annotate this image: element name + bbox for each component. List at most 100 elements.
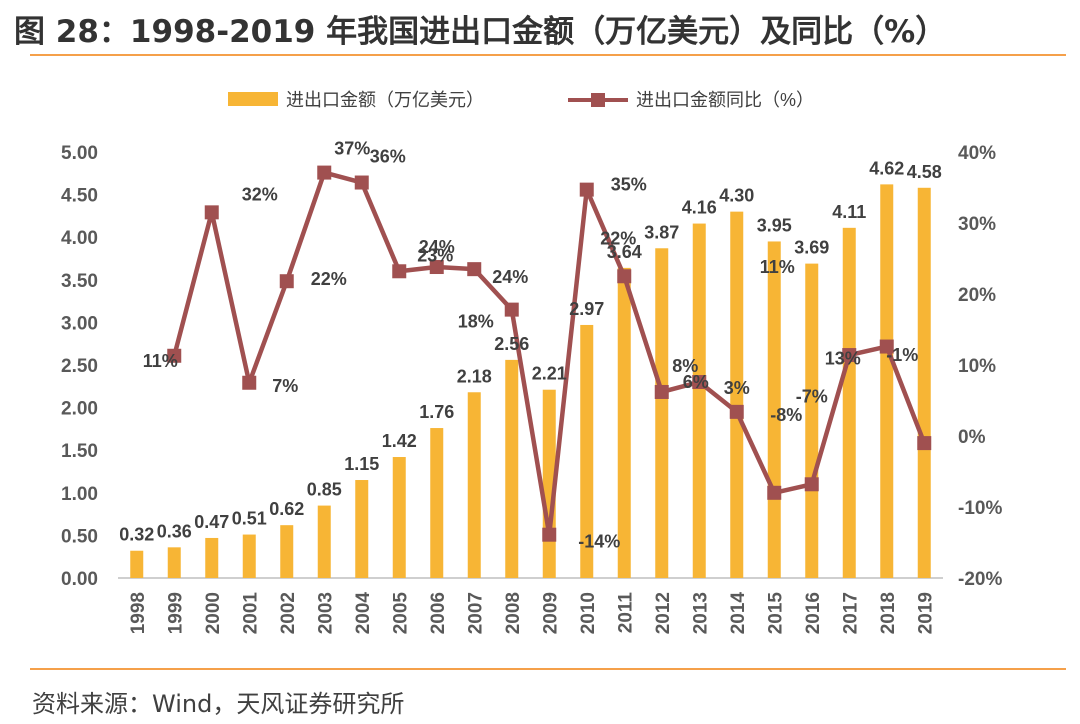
y-right-tick-label: -10%: [958, 498, 1002, 519]
y-left-tick-label: 3.00: [61, 313, 98, 334]
bar-value-label: 0.62: [269, 499, 304, 519]
bar-value-label: 4.30: [719, 186, 754, 206]
x-tick-label: 1999: [165, 592, 186, 634]
line-marker: [167, 348, 182, 363]
line-value-label: 13%: [825, 349, 861, 369]
line-marker: [729, 404, 744, 419]
x-tick-label: 2016: [803, 592, 824, 634]
bar: [805, 263, 819, 578]
line-marker: [842, 348, 857, 363]
line-marker: [204, 205, 219, 220]
line-marker: [767, 485, 782, 500]
bar: [355, 480, 369, 578]
bar-value-label: 3.87: [644, 222, 679, 242]
line-value-label: 11%: [760, 257, 795, 277]
y-right-tick-label: 0%: [958, 427, 986, 448]
x-tick-label: 2006: [428, 592, 449, 634]
bar: [580, 324, 594, 578]
line-value-label: -7%: [796, 386, 828, 406]
line-value-label: 6%: [683, 372, 709, 392]
y-left-tick-label: 3.50: [61, 271, 98, 292]
bar: [917, 187, 931, 578]
line-value-label: 24%: [492, 267, 528, 287]
y-left-tick-label: 5.00: [61, 143, 98, 164]
y-left-tick-label: 4.00: [61, 228, 98, 249]
bar-value-label: 1.42: [382, 431, 417, 451]
line-marker: [542, 527, 557, 542]
bar: [130, 550, 144, 578]
line-value-label: 22%: [600, 228, 636, 248]
line-value-label: -1%: [886, 345, 918, 365]
line-marker: [467, 262, 482, 277]
x-tick-label: 2008: [503, 592, 524, 634]
y-left-tick-label: 1.00: [61, 484, 98, 505]
x-tick-label: 2003: [315, 592, 336, 634]
line-value-label: 11%: [143, 351, 178, 371]
line-value-label: 37%: [334, 139, 370, 159]
legend-label-bar: 进出口金额（万亿美元）: [286, 90, 484, 110]
line-marker: [879, 339, 894, 354]
footer-divider: [30, 668, 1066, 670]
x-tick-label: 2002: [278, 592, 299, 634]
line-value-label: -14%: [578, 532, 620, 552]
line-value-label: 32%: [242, 184, 278, 204]
bar-value-label: 1.76: [419, 402, 454, 422]
bar-value-label: 3.69: [794, 238, 829, 258]
line-marker: [804, 477, 819, 492]
x-tick-label: 2004: [353, 592, 374, 635]
line-value-label: 22%: [311, 269, 347, 289]
bar: [167, 547, 181, 578]
x-tick-label: 2001: [240, 592, 261, 635]
x-tick-label: 2010: [578, 592, 599, 634]
x-tick-label: 2018: [878, 592, 899, 634]
line-marker: [654, 384, 669, 399]
line-value-label: 7%: [272, 376, 298, 396]
legend-swatch-marker: [591, 93, 605, 107]
bar-value-label: 0.85: [307, 480, 342, 500]
y-left-tick-label: 1.50: [61, 441, 98, 462]
y-right-tick-label: 20%: [958, 285, 996, 306]
line-marker: [617, 269, 632, 284]
bar-value-label: 0.36: [157, 521, 192, 541]
bar-series: [130, 184, 931, 578]
x-tick-label: 2013: [690, 592, 711, 634]
x-tick-label: 2011: [615, 592, 636, 634]
line-value-label: 36%: [370, 147, 406, 167]
x-tick-label: 1998: [128, 592, 149, 634]
line-marker: [429, 260, 444, 275]
bar: [842, 227, 856, 578]
line-marker: [317, 165, 332, 180]
bar-value-label: 4.11: [832, 202, 866, 222]
x-tick-label: 2000: [203, 592, 224, 634]
legend-swatch-bar: [228, 92, 278, 106]
line-value-label: -8%: [770, 405, 802, 425]
line-marker: [354, 175, 369, 190]
x-tick-label: 2014: [728, 592, 749, 635]
bar-value-label: 3.64: [607, 242, 642, 262]
bar-value-label: 2.18: [457, 366, 492, 386]
chart-title: 图 28：1998-2019 年我国进出口金额（万亿美元）及同比（%）: [14, 14, 947, 50]
line-marker: [279, 274, 294, 289]
bar-value-label: 4.62: [869, 158, 904, 178]
line-marker: [579, 182, 594, 197]
bar-value-label: 4.58: [907, 162, 942, 182]
bar: [242, 534, 256, 578]
bar: [467, 392, 481, 578]
line-marker: [917, 436, 932, 451]
bar: [730, 211, 744, 578]
line-marker: [504, 302, 519, 317]
bar-value-label: 2.97: [569, 299, 604, 319]
y-left-tick-label: 4.50: [61, 186, 98, 207]
bar-value-label: 2.56: [494, 334, 529, 354]
x-tick-label: 2017: [840, 592, 861, 634]
bar: [655, 248, 669, 578]
line-marker: [392, 264, 407, 279]
y-right-tick-label: 30%: [958, 214, 996, 235]
bar-value-label: 3.95: [757, 215, 792, 235]
line-value-label: 23%: [417, 245, 453, 265]
line-marker: [242, 375, 257, 390]
data-labels: 0.32 0.36 0.47 0.51 0.620.851.151.421.762.18…: [119, 139, 942, 552]
y-left-tick-label: 0.00: [61, 569, 98, 590]
legend: 进出口金额（万亿美元） 进出口金额同比（%）: [228, 90, 814, 110]
bar: [205, 537, 219, 578]
